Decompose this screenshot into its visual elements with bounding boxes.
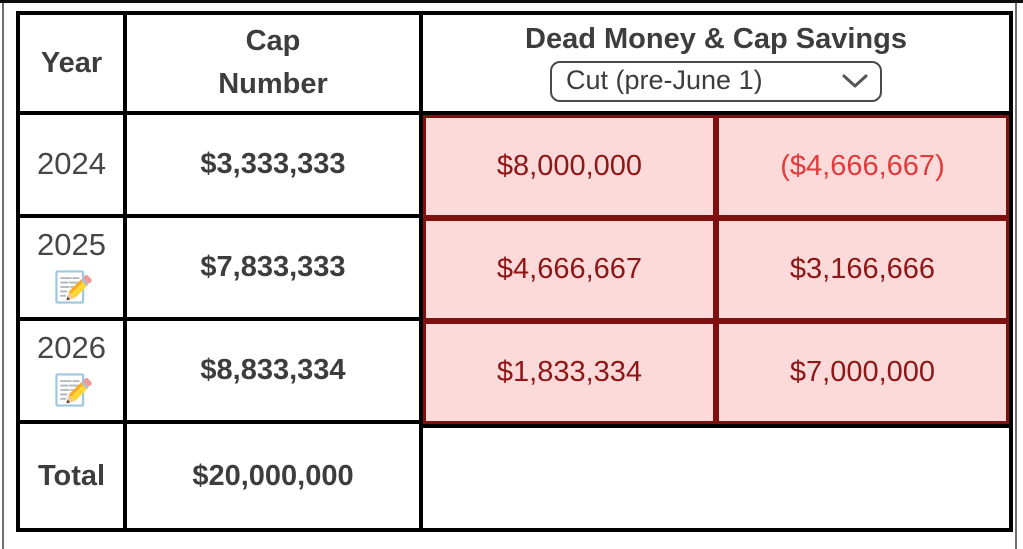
cap-number-header: Cap Number — [127, 15, 423, 115]
dead-money-cell: $4,666,667 — [423, 218, 716, 321]
total-cap-number-cell: $20,000,000 — [127, 424, 423, 528]
year-label: 2026 — [37, 330, 106, 366]
year-label: 2025 — [37, 227, 106, 263]
year-header: Year — [20, 15, 127, 115]
table-row: 2026 — [20, 321, 1009, 424]
memo-pencil-icon[interactable] — [52, 370, 92, 410]
total-empty-cell — [423, 424, 1009, 528]
dead-money-header: Dead Money & Cap Savings Cut (pre-June 1… — [423, 15, 1009, 115]
cap-savings-cell: $3,166,666 — [716, 218, 1009, 321]
dead-money-title: Dead Money & Cap Savings — [525, 22, 907, 55]
year-cell: 2024 — [20, 115, 127, 218]
year-cell: 2026 — [20, 321, 127, 424]
table-header-row: Year Cap Number Dead Money & Cap Savings… — [20, 15, 1009, 115]
cap-table: Year Cap Number Dead Money & Cap Savings… — [16, 11, 1013, 532]
cap-savings-cell: $7,000,000 — [716, 321, 1009, 424]
total-row: Total $20,000,000 — [20, 424, 1009, 528]
dead-money-cell: $8,000,000 — [423, 115, 716, 218]
memo-pencil-icon[interactable] — [52, 267, 92, 307]
cap-savings-cell: ($4,666,667) — [716, 115, 1009, 218]
cap-number-header-line1: Cap — [245, 24, 301, 57]
scenario-select-wrap: Cut (pre-June 1) — [550, 60, 882, 102]
dead-money-cell: $1,833,334 — [423, 321, 716, 424]
total-label-cell: Total — [20, 424, 127, 528]
scenario-select[interactable]: Cut (pre-June 1) — [550, 60, 882, 102]
cap-number-cell: $3,333,333 — [127, 115, 423, 218]
cap-number-cell: $7,833,333 — [127, 218, 423, 321]
cap-number-header-line2: Number — [218, 68, 328, 100]
table-row: 2025 — [20, 218, 1009, 321]
year-cell: 2025 — [20, 218, 127, 321]
cap-number-cell: $8,833,334 — [127, 321, 423, 424]
year-label: 2024 — [37, 146, 106, 182]
table-row: 2024 $3,333,333 $8,000,000 ($4,666,667) — [20, 115, 1009, 218]
